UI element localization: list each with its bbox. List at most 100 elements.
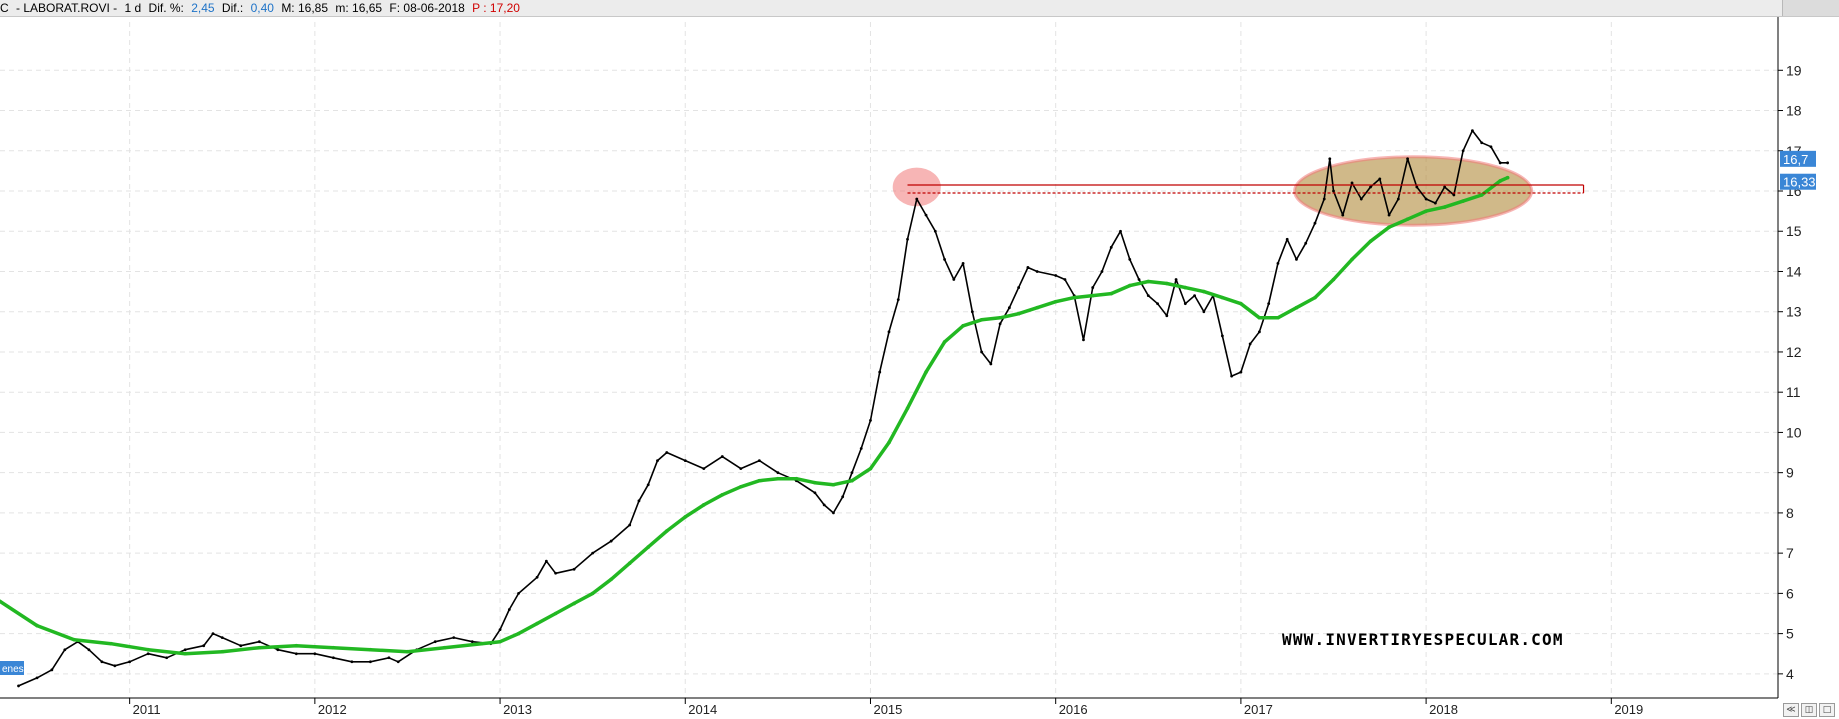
- x-tick-label: 2016: [1059, 702, 1088, 717]
- y-tick-label: 15: [1786, 223, 1802, 239]
- price-point: [859, 447, 863, 450]
- price-point: [128, 660, 132, 664]
- maximize-icon[interactable]: □: [1819, 703, 1835, 717]
- x-tick-label: 2017: [1244, 702, 1273, 717]
- price-point: [572, 567, 576, 571]
- moving-average-point: [646, 545, 651, 549]
- price-series-line: [18, 129, 1508, 687]
- min-label: m: 16,65: [335, 1, 383, 15]
- y-tick-label: 18: [1786, 103, 1802, 119]
- price-point: [757, 459, 761, 462]
- moving-average-point: [572, 601, 576, 606]
- price-point: [544, 559, 548, 563]
- moving-average-point: [1127, 283, 1132, 288]
- price-point: [1387, 213, 1391, 217]
- moving-average-point: [1405, 217, 1410, 221]
- moving-average-point: [1035, 305, 1039, 310]
- moving-average-point: [1146, 279, 1151, 284]
- price-point: [35, 676, 39, 680]
- price-point: [878, 370, 882, 374]
- price-point: [276, 648, 280, 652]
- moving-average-point: [257, 645, 262, 650]
- price-point: [1433, 201, 1437, 205]
- price-point: [87, 648, 91, 652]
- moving-average-point: [1424, 209, 1428, 213]
- price-point: [220, 636, 224, 640]
- price-point: [1202, 310, 1206, 314]
- corner-toolbar: ≪ ◫ □: [1783, 703, 1835, 717]
- price-point: [1285, 237, 1289, 241]
- price-point: [1267, 302, 1271, 306]
- price-point: [369, 660, 372, 664]
- moving-average-point: [1053, 299, 1058, 304]
- price-point: [1396, 197, 1400, 201]
- moving-average-point: [979, 317, 984, 322]
- price-point: [1359, 197, 1363, 201]
- moving-average-point: [1109, 291, 1114, 296]
- date-label: F: 08-06-2018: [389, 1, 465, 15]
- resistance-highlight-ellipse: [892, 167, 941, 207]
- x-tick-label: 2018: [1429, 702, 1458, 717]
- moving-average-point: [757, 478, 762, 483]
- moving-average-point: [609, 577, 613, 582]
- price-point: [850, 471, 854, 475]
- x-tick-label: 2015: [873, 702, 902, 717]
- price-point: [1035, 270, 1039, 273]
- moving-average-point: [1387, 225, 1391, 230]
- moving-average-point: [220, 649, 225, 654]
- scroll-left-icon[interactable]: ≪: [1783, 703, 1799, 717]
- price-point: [1341, 213, 1345, 217]
- moving-average-point: [1276, 315, 1280, 320]
- moving-average-point: [1239, 301, 1243, 306]
- price-point: [1328, 157, 1332, 161]
- price-point: [1332, 189, 1335, 193]
- price-point: [1295, 258, 1298, 261]
- dif-pct-value: 2,45: [191, 1, 215, 15]
- price-point: [554, 571, 558, 575]
- moving-average-point: [664, 529, 669, 533]
- x-tick-label: 2012: [318, 702, 347, 717]
- moving-average-point: [683, 515, 688, 519]
- max-label: M: 16,85: [281, 1, 329, 15]
- moving-average-point: [831, 482, 836, 487]
- price-point: [665, 451, 669, 454]
- moving-average-point: [1220, 295, 1225, 300]
- price-point: [1137, 278, 1141, 281]
- price-point: [1378, 177, 1382, 181]
- price-point: [1322, 197, 1326, 201]
- price-point: [350, 660, 354, 664]
- price-point: [1258, 330, 1261, 334]
- moving-average-point: [887, 440, 891, 445]
- moving-average-point: [35, 623, 39, 628]
- price-point: [1026, 266, 1030, 269]
- price-point: [869, 418, 872, 422]
- moving-average-point: [1072, 295, 1077, 300]
- price-point: [165, 656, 169, 660]
- price-point: [294, 652, 298, 656]
- price-point: [17, 684, 20, 688]
- price-point: [507, 608, 511, 611]
- price-point: [1350, 181, 1354, 185]
- price-point: [952, 278, 956, 281]
- moving-average-point: [146, 647, 150, 652]
- price-point: [1063, 278, 1067, 281]
- header-scrollbar[interactable]: [1782, 0, 1839, 16]
- x-tick-label: 2011: [133, 702, 161, 717]
- x-tick-label: 2019: [1614, 702, 1643, 717]
- price-point: [1424, 197, 1428, 201]
- y-tick-label: 14: [1786, 263, 1802, 279]
- price-point: [50, 668, 54, 672]
- consolidation-highlight-ellipse: [1293, 155, 1534, 227]
- price-point: [1082, 338, 1085, 342]
- price-point: [1128, 258, 1132, 261]
- price-point: [313, 652, 317, 656]
- price-point: [1498, 161, 1502, 165]
- moving-average-point: [72, 637, 76, 642]
- moving-average-point: [776, 476, 780, 481]
- dif-value: 0,40: [250, 1, 274, 15]
- moving-average-point: [1331, 277, 1336, 282]
- price-point: [637, 499, 641, 503]
- watermark-text: WWW.INVERTIRYESPECULAR.COM: [1282, 630, 1564, 649]
- save-icon[interactable]: ◫: [1801, 703, 1817, 717]
